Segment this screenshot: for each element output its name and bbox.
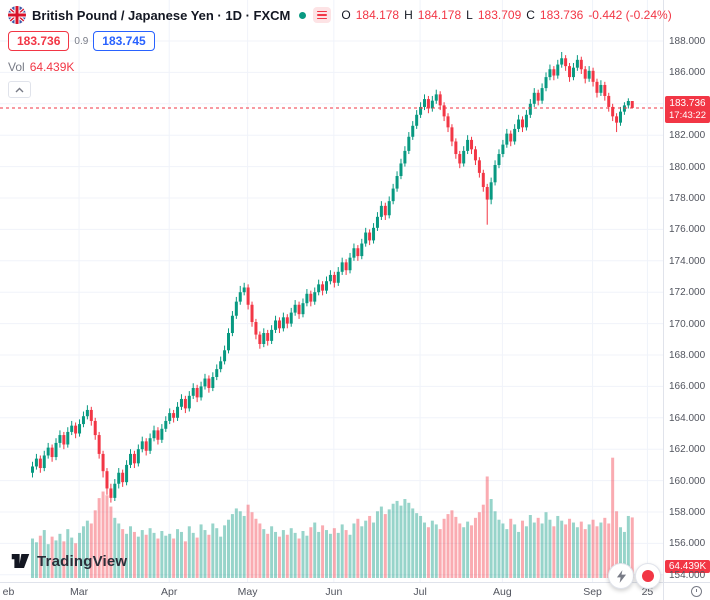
symbol-title[interactable]: British Pound / Japanese Yen · 1D · FXCM bbox=[32, 7, 291, 23]
gbp-flag-icon bbox=[8, 6, 26, 24]
low-value: 183.709 bbox=[477, 8, 522, 22]
price-axis[interactable]: 183.736 17:43:22 64.439K 188.000 186.000 1… bbox=[663, 0, 710, 582]
price-tick-label: 162.000 bbox=[669, 444, 706, 456]
record-button[interactable] bbox=[635, 563, 661, 589]
time-tick-label: eb bbox=[2, 586, 15, 598]
ohlc-readout: O 184.178 H 184.178 L 183.709 C 183.736 -0.4… bbox=[341, 8, 671, 22]
price-tick-label: 158.000 bbox=[669, 507, 706, 518]
volume-value: 64.439K bbox=[29, 60, 75, 74]
menu-icon[interactable] bbox=[313, 7, 332, 23]
sell-price-button[interactable]: 183.736 bbox=[8, 31, 70, 51]
price-tick-label: 160.000 bbox=[669, 475, 706, 487]
tradingview-logo[interactable]: TradingView bbox=[10, 551, 127, 571]
price-tick-label: 166.000 bbox=[669, 381, 706, 393]
volume-axis-label: 64.439K bbox=[665, 560, 710, 573]
market-status-icon bbox=[299, 11, 307, 19]
low-label: L bbox=[466, 8, 473, 22]
tradingview-logo-icon bbox=[11, 554, 30, 568]
price-tick-label: 182.000 bbox=[669, 130, 706, 142]
change-value: -0.442 (-0.24%) bbox=[588, 8, 672, 22]
price-tick-label: 156.000 bbox=[669, 538, 706, 550]
volume-row: Vol 64.439K bbox=[8, 60, 672, 74]
price-tick-label: 154.000 bbox=[669, 569, 706, 581]
chevron-up-icon bbox=[15, 87, 24, 92]
high-label: H bbox=[404, 8, 413, 22]
time-tick-label: Jul bbox=[413, 586, 427, 598]
bar-countdown: 17:43:22 bbox=[669, 109, 706, 121]
time-tick-label: May bbox=[237, 586, 258, 598]
price-tick-label: 168.000 bbox=[669, 350, 706, 361]
spread-value: 0.9 bbox=[74, 35, 89, 47]
lightning-icon bbox=[616, 569, 626, 583]
open-label: O bbox=[341, 8, 351, 22]
record-dot-icon bbox=[642, 570, 654, 582]
last-price-value: 183.736 bbox=[669, 97, 706, 109]
price-tick-label: 188.000 bbox=[669, 36, 706, 47]
quote-row: 183.736 0.9 183.745 bbox=[8, 31, 672, 51]
price-tick-label: 178.000 bbox=[669, 193, 706, 204]
price-tick-label: 164.000 bbox=[669, 412, 706, 424]
time-tick-label: Mar bbox=[69, 586, 89, 598]
volume-label: Vol bbox=[8, 60, 25, 74]
buy-price-button[interactable]: 183.745 bbox=[93, 31, 155, 51]
price-tick-label: 170.000 bbox=[669, 318, 706, 330]
clock-icon[interactable] bbox=[691, 586, 702, 597]
tradingview-logo-text: TradingView bbox=[37, 552, 128, 570]
time-tick-label: 25 bbox=[641, 586, 654, 598]
time-tick-label: Aug bbox=[493, 586, 512, 598]
chart-legend: British Pound / Japanese Yen · 1D · FXCM… bbox=[8, 6, 672, 98]
lightning-button[interactable] bbox=[608, 563, 634, 589]
high-value: 184.178 bbox=[417, 8, 462, 22]
open-value: 184.178 bbox=[355, 8, 400, 22]
symbol-row: British Pound / Japanese Yen · 1D · FXCM… bbox=[8, 6, 672, 24]
price-tick-label: 176.000 bbox=[669, 224, 706, 236]
close-value: 183.736 bbox=[539, 8, 584, 22]
price-tick-label: 180.000 bbox=[669, 161, 706, 173]
time-tick-label: Apr bbox=[161, 586, 178, 598]
axis-corner bbox=[663, 582, 710, 600]
price-tick-label: 186.000 bbox=[669, 67, 706, 79]
time-axis[interactable]: eb Mar Apr May Jun Jul Aug Sep 25 bbox=[0, 582, 663, 600]
time-tick-label: Jun bbox=[325, 586, 343, 598]
price-tick-label: 172.000 bbox=[669, 287, 706, 299]
last-price-label: 183.736 17:43:22 bbox=[665, 95, 710, 123]
time-tick-label: Sep bbox=[583, 586, 602, 598]
price-tick-label: 174.000 bbox=[669, 255, 706, 267]
close-label: C bbox=[526, 8, 535, 22]
collapse-legend-button[interactable] bbox=[8, 81, 31, 98]
